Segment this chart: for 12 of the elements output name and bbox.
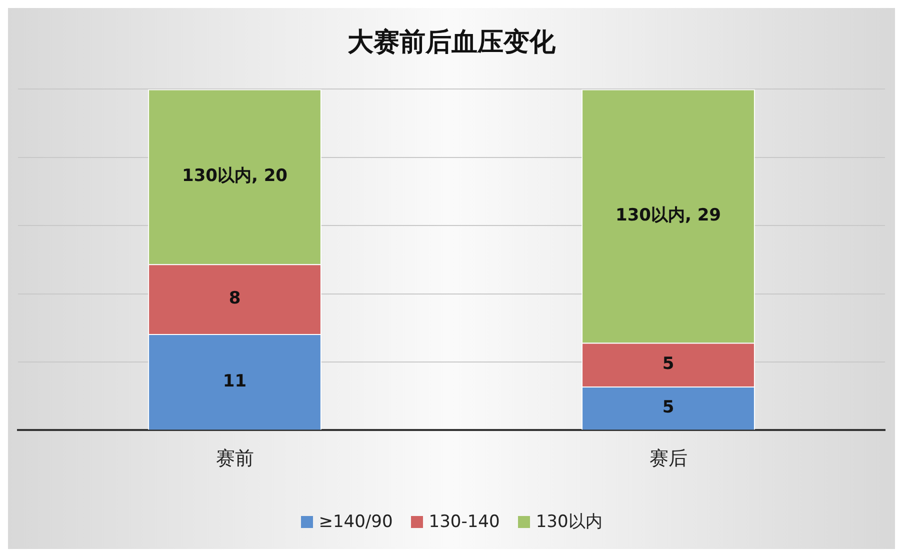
chart-title: 大赛前后血压变化 — [348, 27, 556, 58]
data-label: 8 — [228, 288, 241, 308]
data-label: 130以内, 29 — [615, 205, 722, 226]
data-label: 130以内, 20 — [182, 166, 288, 186]
x-tick-label: 赛前 — [216, 448, 254, 470]
data-label: 11 — [222, 371, 247, 392]
legend-label: ≥140/90 — [318, 512, 393, 532]
x-tick-label: 赛后 — [649, 448, 688, 470]
data-label: 5 — [662, 398, 674, 418]
legend-label: 130-140 — [428, 512, 500, 532]
data-label: 5 — [662, 354, 674, 374]
legend-label: 130以内 — [536, 511, 602, 533]
